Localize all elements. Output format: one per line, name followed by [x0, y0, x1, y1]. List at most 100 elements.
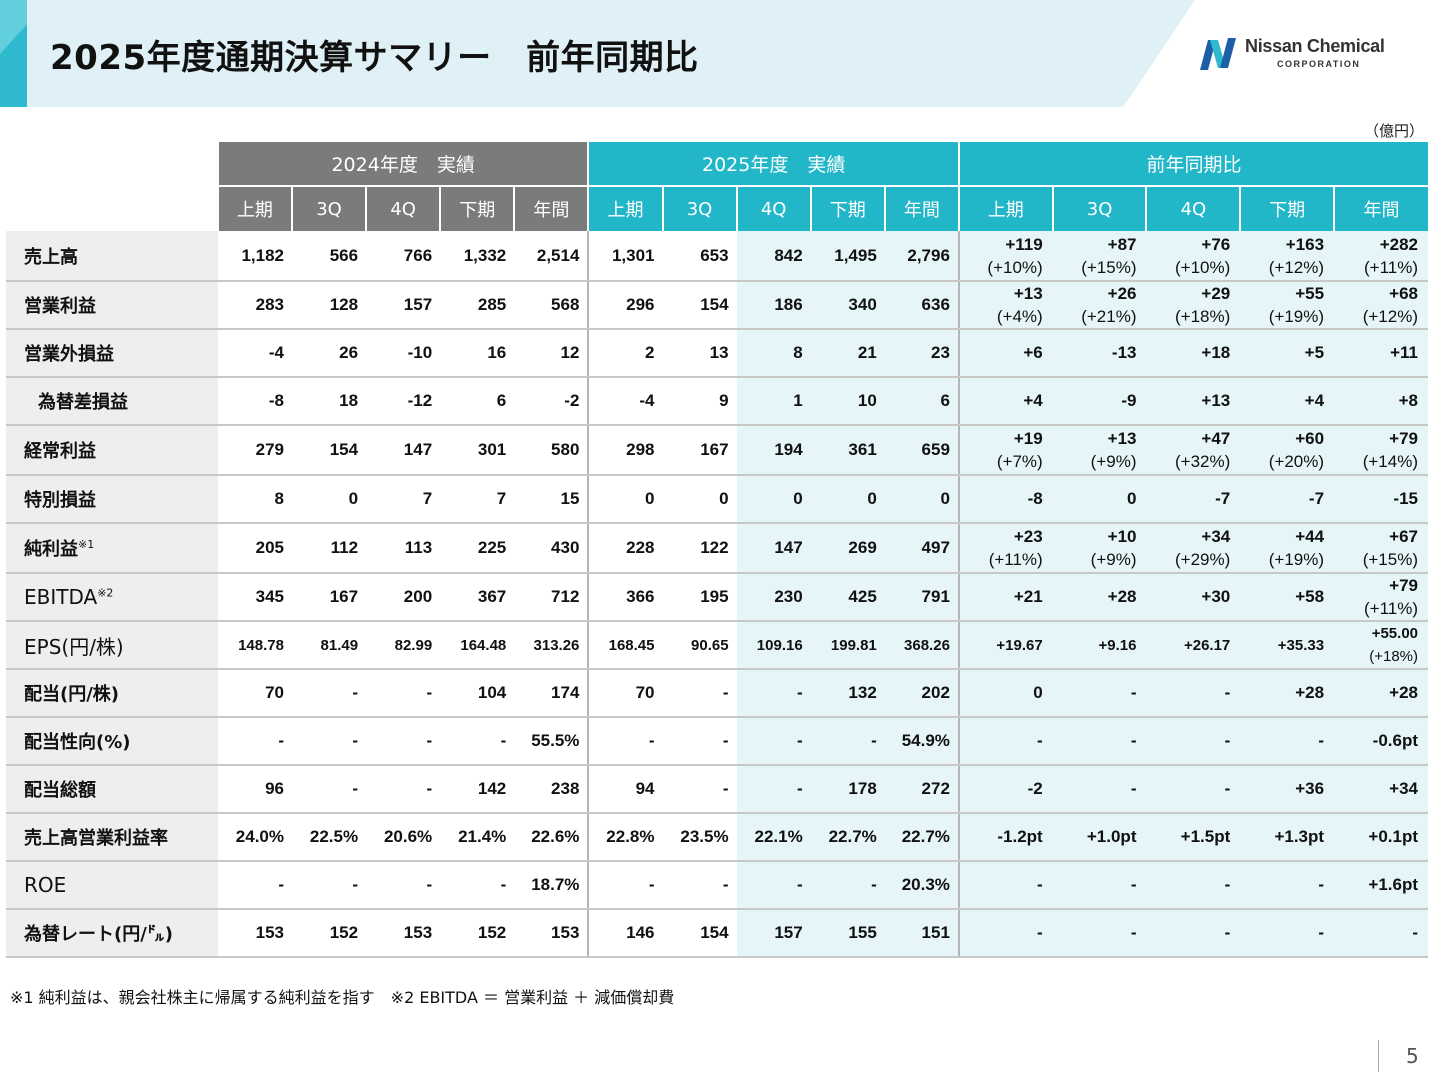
cell-2024: 152: [291, 909, 367, 958]
cell-2025: 157: [736, 909, 811, 958]
cell-2025: 54.9%: [884, 717, 959, 766]
cell-2025: 1,301: [587, 231, 663, 282]
comparison-percent: (+11%): [1363, 257, 1418, 277]
table-row: ROE - - - -18.7% - - - -20.3% - - - - +1.6pt: [6, 861, 1428, 910]
cell-2024: 112: [291, 523, 367, 574]
comparison-percent: (+7%): [996, 452, 1043, 471]
comparison-diff: -2: [1027, 779, 1043, 798]
comparison-diff: -7: [1308, 489, 1325, 508]
cell-2025: 659: [884, 425, 959, 476]
cell-2025: 147: [736, 523, 811, 574]
table-row: 特別損益 8 0 7 7 15 0 0 0 0 0 -8 0 -7 -7 -15: [6, 475, 1428, 524]
cell-2025: -: [662, 765, 737, 814]
row-label: 配当性向(%): [6, 717, 218, 766]
cell-comparison: -: [1052, 861, 1147, 910]
cell-2024: 16: [440, 329, 515, 378]
comparison-diff: +76: [1201, 234, 1231, 254]
cell-comparison: +282 (+11%): [1334, 231, 1428, 282]
row-label: 為替差損益: [6, 377, 218, 426]
cell-comparison: +163 (+12%): [1240, 231, 1335, 282]
cell-2024: 205: [217, 523, 292, 574]
comparison-diff: +119: [1005, 234, 1043, 254]
cell-comparison: +26 (+21%): [1052, 281, 1147, 330]
cell-comparison: +55 (+19%): [1240, 281, 1335, 330]
cell-comparison: +28: [1334, 669, 1428, 718]
cell-2024: -4: [217, 329, 292, 378]
comparison-percent: (+4%): [996, 307, 1043, 326]
cell-comparison: +68 (+12%): [1334, 281, 1428, 330]
comparison-diff: +28: [1107, 587, 1137, 606]
cell-comparison: +47 (+32%): [1146, 425, 1241, 476]
comparison-diff: +4: [1023, 391, 1043, 410]
cell-2024: 153: [514, 909, 589, 958]
row-label-text: EPS(円/株): [24, 634, 124, 659]
cell-comparison: -: [1146, 861, 1241, 910]
cell-comparison: -: [957, 717, 1053, 766]
comparison-diff: -: [1130, 779, 1137, 798]
subheader-2024-1: 3Q: [290, 185, 367, 231]
cell-2024: 1,332: [440, 231, 515, 282]
cell-2024: 200: [366, 573, 441, 622]
row-label-text: 配当(円/株): [24, 684, 120, 705]
cell-2025: -: [662, 669, 737, 718]
row-label: 特別損益: [6, 475, 218, 524]
cell-2025: 199.81: [810, 621, 885, 670]
cell-comparison: +0.1pt: [1334, 813, 1428, 862]
cell-2024: 26: [291, 329, 367, 378]
cell-2024: 147: [366, 425, 441, 476]
comparison-diff: +1.6pt: [1368, 875, 1418, 894]
cell-2024: 153: [366, 909, 441, 958]
cell-2025: 22.7%: [810, 813, 885, 862]
comparison-diff: +19: [1013, 429, 1043, 448]
cell-2024: 345: [217, 573, 292, 622]
comparison-diff: +26.17: [1183, 636, 1231, 654]
row-label-text: 配当総額: [24, 780, 96, 801]
cell-2025: -: [587, 717, 663, 766]
cell-2024: -12: [366, 377, 441, 426]
comparison-diff: +23: [1013, 527, 1043, 546]
cell-2024: 157: [366, 281, 441, 330]
cell-2025: 23.5%: [662, 813, 737, 862]
comparison-diff: -: [1130, 923, 1137, 942]
cell-2025: 9: [662, 377, 737, 426]
page-number-divider: [1378, 1040, 1379, 1072]
row-label: 売上高: [6, 231, 218, 282]
subheader-cmp-4: 年間: [1333, 185, 1428, 231]
cell-comparison: 0: [957, 669, 1053, 718]
cell-2024: 367: [440, 573, 515, 622]
cell-2025: 22.8%: [587, 813, 663, 862]
row-label: 営業利益: [6, 281, 218, 330]
row-label: 営業外損益: [6, 329, 218, 378]
table-row: EBITDA※2 345 167 200 367 712 366 195 230 425 791 +2…: [6, 573, 1428, 622]
comparison-diff: +30: [1201, 587, 1231, 606]
comparison-diff: -: [1224, 923, 1231, 942]
comparison-diff: +34: [1389, 779, 1418, 798]
table-row: 配当(円/株) 70- -104 174 70- -132 202 0- - +28 +28: [6, 669, 1428, 718]
cell-2025: 154: [662, 909, 737, 958]
cell-comparison: +79 (+14%): [1334, 425, 1428, 476]
subheader-2025-1: 3Q: [661, 185, 737, 231]
cell-comparison: +36: [1240, 765, 1335, 814]
cell-2025: 1: [736, 377, 811, 426]
table-row: 営業外損益 -4 26 -10 16 12 2 13 8 21 23 +6 -13 +18 +5 +11: [6, 329, 1428, 378]
cell-2025: 109.16: [736, 621, 811, 670]
comparison-diff: +0.1pt: [1368, 827, 1418, 846]
comparison-diff: -8: [1027, 489, 1043, 508]
row-label: 純利益※1: [6, 523, 218, 574]
cell-2024: 18.7%: [514, 861, 589, 910]
cell-2024: 313.26: [514, 621, 589, 670]
cell-2024: 24.0%: [217, 813, 292, 862]
comparison-percent: (+21%): [1081, 307, 1137, 326]
cell-comparison: +18: [1146, 329, 1241, 378]
row-label-text: 為替差損益: [38, 392, 128, 413]
cell-comparison: +58: [1240, 573, 1335, 622]
cell-comparison: -: [1240, 909, 1335, 958]
cell-2024: -: [440, 861, 515, 910]
subheader-2024-2: 4Q: [365, 185, 441, 231]
comparison-diff: -: [1412, 923, 1418, 942]
cell-comparison: +35.33: [1240, 621, 1335, 670]
cell-comparison: -: [1334, 909, 1428, 958]
cell-comparison: +5: [1240, 329, 1335, 378]
cell-2025: 791: [884, 573, 959, 622]
comparison-diff: +13: [1107, 429, 1137, 448]
